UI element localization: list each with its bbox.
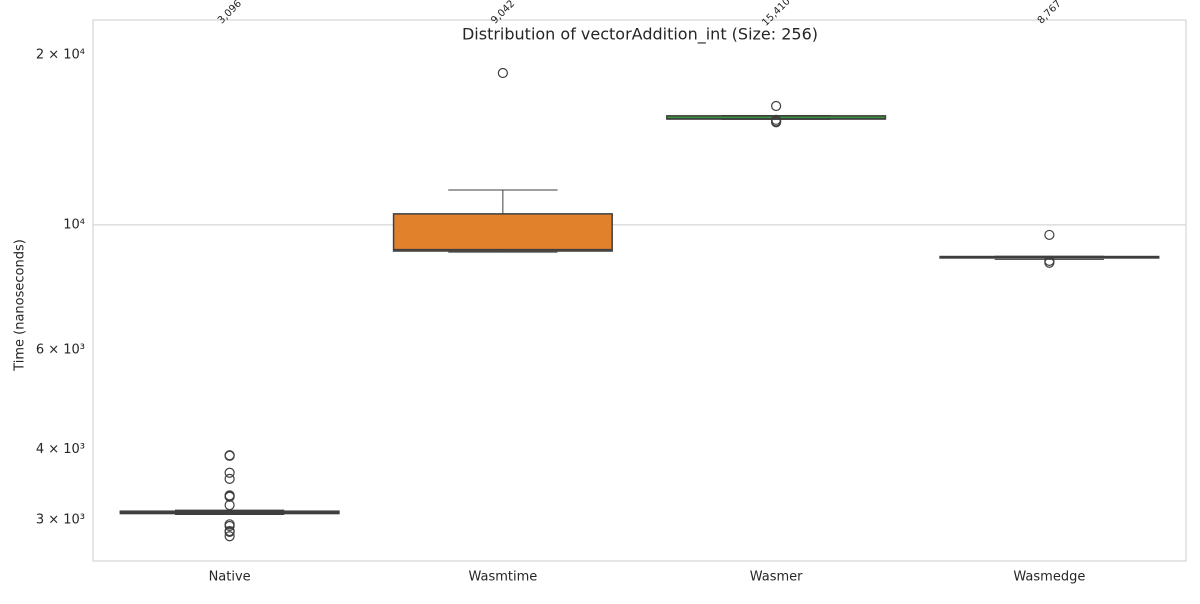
- chart-title: Distribution of vectorAddition_int (Size…: [462, 25, 818, 45]
- flier: [224, 531, 235, 542]
- y-tick-label: 10⁴: [63, 217, 85, 232]
- y-tick-label: 6 × 10³: [36, 343, 85, 358]
- y-tick-label: 3 × 10³: [36, 513, 85, 528]
- flier: [224, 520, 235, 532]
- flier: [224, 500, 235, 511]
- y-axis-label: Time (nanoseconds): [13, 239, 28, 372]
- flier: [497, 67, 508, 79]
- x-tick-label: Wasmtime: [468, 570, 537, 585]
- flier: [771, 100, 782, 112]
- x-tick-label: Wasmedge: [1013, 570, 1085, 585]
- y-tick-label: 2 × 10⁴: [36, 47, 85, 62]
- x-tick-label: Native: [209, 570, 251, 585]
- y-tick-label: 4 × 10³: [36, 442, 85, 457]
- flier: [224, 467, 235, 478]
- plot-area: [92, 19, 1187, 562]
- flier: [224, 491, 235, 502]
- flier: [224, 526, 235, 537]
- flier: [1044, 229, 1055, 241]
- box: [392, 213, 613, 252]
- flier: [771, 117, 782, 128]
- flier: [224, 473, 235, 484]
- flier: [1044, 257, 1055, 268]
- flier: [224, 450, 235, 461]
- x-tick-label: Wasmer: [750, 570, 803, 585]
